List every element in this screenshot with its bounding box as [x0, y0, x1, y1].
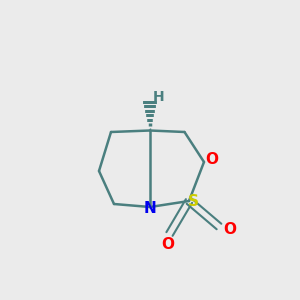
Text: N: N — [144, 201, 156, 216]
Text: O: O — [205, 152, 218, 167]
Text: S: S — [188, 194, 199, 208]
Text: H: H — [153, 90, 165, 104]
Text: O: O — [161, 237, 175, 252]
Text: O: O — [223, 222, 236, 237]
